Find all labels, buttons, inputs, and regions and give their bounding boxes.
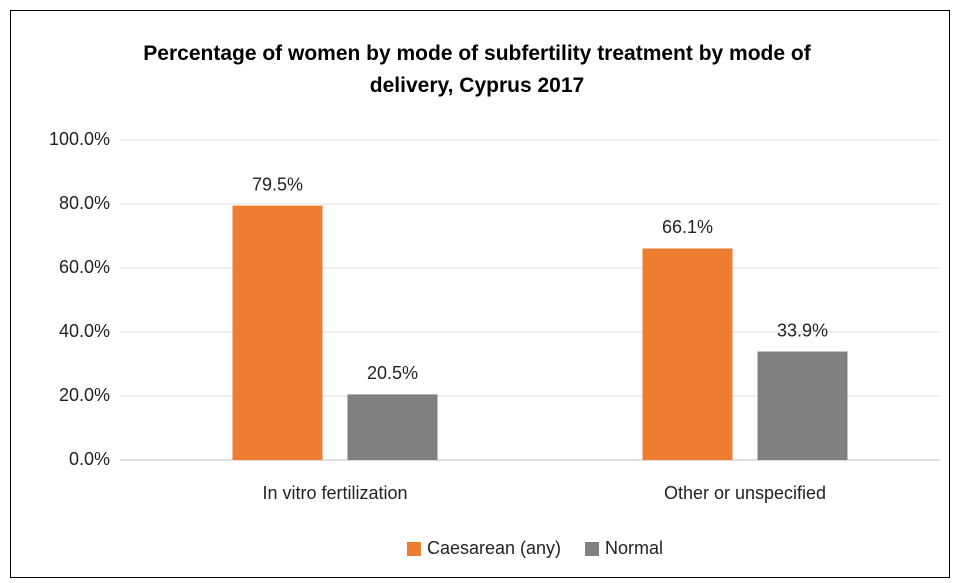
- y-tick-label: 20.0%: [59, 385, 110, 405]
- value-label: 20.5%: [367, 363, 418, 383]
- y-tick-label: 60.0%: [59, 257, 110, 277]
- y-tick-label: 40.0%: [59, 321, 110, 341]
- bar: [642, 248, 733, 460]
- legend-swatch: [406, 542, 421, 556]
- bar: [757, 351, 848, 460]
- legend-label: Normal: [605, 538, 663, 558]
- value-label: 66.1%: [662, 217, 713, 237]
- legend-label: Caesarean (any): [427, 538, 561, 558]
- y-tick-label: 100.0%: [49, 129, 110, 149]
- y-tick-label: 80.0%: [59, 193, 110, 213]
- y-tick-label: 0.0%: [69, 449, 110, 469]
- value-label: 33.9%: [777, 320, 828, 340]
- bar: [347, 394, 438, 460]
- bar: [232, 205, 323, 460]
- chart-title: Percentage of women by mode of subfertil…: [143, 42, 811, 97]
- value-label: 79.5%: [252, 174, 303, 194]
- x-tick-label: In vitro fertilization: [262, 483, 407, 503]
- legend-swatch: [585, 542, 600, 556]
- x-tick-label: Other or unspecified: [664, 483, 826, 503]
- chart-border: [10, 10, 950, 578]
